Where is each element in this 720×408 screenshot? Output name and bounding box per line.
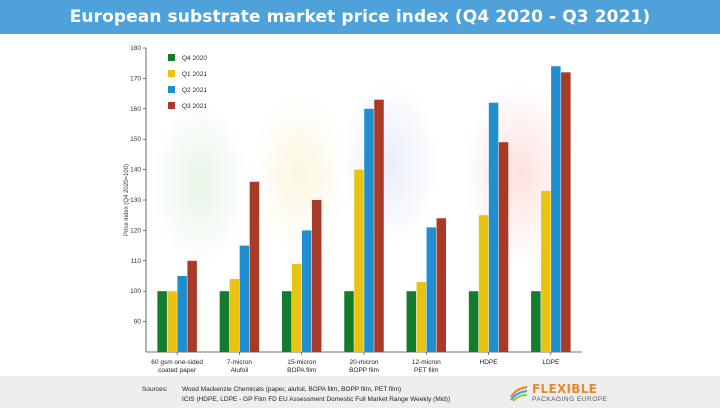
title-bar: European substrate market price index (Q… xyxy=(0,0,720,34)
x-tick-label: 20-micron xyxy=(350,359,379,366)
bar xyxy=(498,142,509,352)
y-tick-label: 170 xyxy=(130,75,141,82)
x-tick-label: 15-micron xyxy=(287,359,316,366)
bar xyxy=(219,291,230,352)
x-tick-label: LDPE xyxy=(542,359,560,366)
bar xyxy=(354,169,364,352)
bar xyxy=(281,291,292,352)
legend-label: Q4 2020 xyxy=(182,55,207,62)
bar xyxy=(561,72,571,352)
source-line-2: ICIS (HDPE, LDPE - GP Film FD EU Assessm… xyxy=(182,396,451,403)
bar xyxy=(157,291,167,352)
bar xyxy=(311,200,322,352)
bar xyxy=(301,230,312,352)
y-tick-label: 110 xyxy=(131,258,142,265)
bar xyxy=(551,66,561,353)
bar xyxy=(187,260,197,352)
bar xyxy=(468,291,479,352)
x-tick-label: Alufoil xyxy=(231,367,249,374)
legend-label: Q2 2021 xyxy=(182,87,207,94)
y-tick-label: 130 xyxy=(130,197,141,204)
chart-area: Price index (Q4 2020=100) 90 100 110 120 130 1… xyxy=(0,34,720,376)
legend-swatch xyxy=(168,102,175,109)
bar xyxy=(364,108,374,352)
logo-text-packaging-europe: PACKAGING EUROPE xyxy=(532,396,608,403)
x-tick-label: HDPE xyxy=(480,359,499,366)
bar xyxy=(249,181,260,352)
legend-swatch xyxy=(168,54,175,61)
x-tick-label: BOPP film xyxy=(349,367,379,374)
y-tick-label: 100 xyxy=(130,288,141,295)
footer: Sources: Wood Mackenzie Chemicals (paper… xyxy=(0,376,720,408)
bar xyxy=(167,291,177,352)
sources-label: Sources: xyxy=(142,386,168,393)
bar xyxy=(478,215,489,352)
bar xyxy=(406,291,417,352)
x-tick-label: BOPA film xyxy=(287,367,316,374)
y-tick-label: 150 xyxy=(130,136,141,143)
legend-swatch xyxy=(168,70,175,77)
bar xyxy=(416,282,427,352)
x-tick-label: coated paper xyxy=(158,367,197,374)
bar xyxy=(488,102,499,352)
x-tick-label: 60 gsm one-sided xyxy=(151,359,203,366)
bar xyxy=(436,218,447,352)
bar xyxy=(374,99,384,353)
legend-label: Q3 2021 xyxy=(182,103,207,110)
bar xyxy=(541,190,551,352)
source-line-1: Wood Mackenzie Chemicals (paper, alufoil… xyxy=(182,386,402,393)
bar xyxy=(229,279,240,352)
y-tick-label: 90 xyxy=(134,319,142,326)
logo-text-flexible: FLEXIBLE xyxy=(532,382,598,396)
y-tick-label: 140 xyxy=(130,167,141,174)
y-axis-label: Price index (Q4 2020=100) xyxy=(124,164,130,236)
bar xyxy=(426,227,437,352)
y-tick-label: 160 xyxy=(130,106,141,113)
flexible-packaging-europe-logo[interactable]: FLEXIBLE PACKAGING EUROPE xyxy=(510,382,607,404)
chart-title: European substrate market price index (Q… xyxy=(69,7,651,27)
x-tick-label: PET film xyxy=(414,367,438,374)
legend-label: Q1 2021 xyxy=(182,71,207,78)
x-tick-label: 7-micron xyxy=(227,359,253,366)
y-tick-label: 180 xyxy=(130,45,141,52)
bar-chart: Price index (Q4 2020=100) 90 100 110 120 130 1… xyxy=(124,45,582,374)
logo-swoosh-icon xyxy=(510,385,528,402)
bar xyxy=(531,291,541,352)
x-tick-label: 12-micron xyxy=(412,359,441,366)
legend-swatch xyxy=(168,86,175,93)
bar xyxy=(344,291,354,352)
bar xyxy=(291,263,302,352)
bar xyxy=(177,276,187,352)
y-tick-label: 120 xyxy=(130,227,141,234)
bar xyxy=(239,245,250,352)
